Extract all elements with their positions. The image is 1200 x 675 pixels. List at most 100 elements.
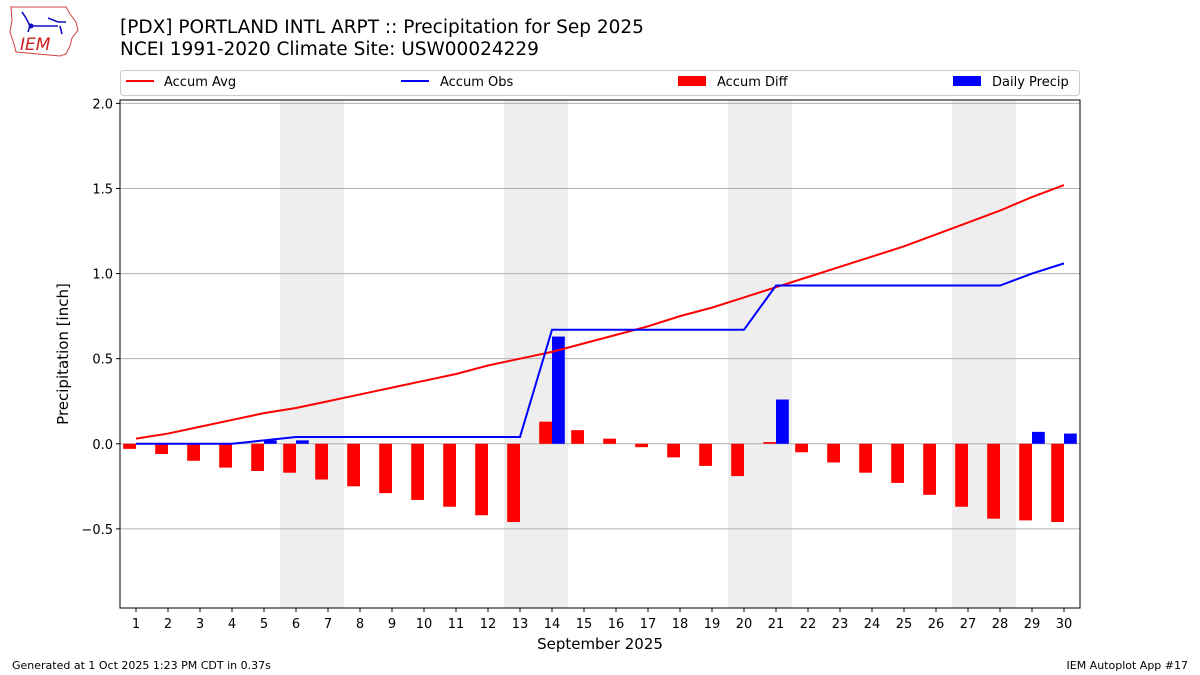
daily-precip-bar xyxy=(1032,431,1045,444)
y-tick-label: 1.5 xyxy=(92,182,113,197)
bars xyxy=(123,336,1077,523)
x-tick-label: 5 xyxy=(260,617,268,632)
legend-label-daily-precip: Daily Precip xyxy=(992,75,1069,90)
x-tick-label: 30 xyxy=(1056,617,1073,632)
y-gridlines xyxy=(120,102,1080,530)
y-tick-label: 1.0 xyxy=(92,268,113,283)
x-tick-label: 2 xyxy=(164,617,172,632)
legend-frame xyxy=(120,70,1080,96)
x-tick-label: 1 xyxy=(132,617,140,632)
y-axis-label: Precipitation [inch] xyxy=(54,283,72,425)
y-tick-label: 0.5 xyxy=(92,353,113,368)
accum-diff-bar xyxy=(603,438,616,444)
accum-diff-bar xyxy=(923,443,936,495)
daily-precip-bar xyxy=(264,440,277,444)
accum-diff-bar xyxy=(315,443,328,480)
x-tick-label: 20 xyxy=(736,617,753,632)
x-tick-label: 26 xyxy=(928,617,945,632)
y-tick-label: 0.0 xyxy=(92,438,113,453)
footer-generated: Generated at 1 Oct 2025 1:23 PM CDT in 0… xyxy=(12,659,271,672)
accum-diff-bar xyxy=(731,443,744,477)
accum-diff-bar xyxy=(955,443,968,507)
x-tick-label: 23 xyxy=(832,617,849,632)
x-tick-label: 11 xyxy=(448,617,465,632)
accum-diff-bar xyxy=(123,443,136,449)
accum-diff-bar xyxy=(891,443,904,483)
x-tick-label: 25 xyxy=(896,617,913,632)
accum-diff-bar xyxy=(987,443,1000,519)
x-tick-label: 15 xyxy=(576,617,593,632)
accum-diff-bar xyxy=(763,442,776,444)
y-tick-label: −0.5 xyxy=(81,523,113,538)
accum-diff-bar xyxy=(1051,443,1064,523)
accum-diff-bar xyxy=(411,443,424,500)
weekend-shade xyxy=(728,100,792,608)
chart-title: [PDX] PORTLAND INTL ARPT :: Precipitatio… xyxy=(120,17,644,38)
x-tick-label: 9 xyxy=(388,617,396,632)
daily-precip-bar xyxy=(1064,433,1077,444)
accum-diff-bar xyxy=(539,421,552,444)
accum-diff-bar xyxy=(507,443,520,523)
daily-precip-bar xyxy=(552,336,565,444)
accum-diff-bar xyxy=(251,443,264,472)
legend-swatch-accum-diff xyxy=(678,76,706,86)
x-tick-label: 22 xyxy=(800,617,817,632)
x-ticks: 1 2 3 4 5 6 7 8 9 10 11 12 13 14 15 16 17 18 19 20 21 22 23 24 2… xyxy=(132,608,1072,632)
legend-label-accum-obs: Accum Obs xyxy=(440,75,513,90)
weekend-shade xyxy=(280,100,344,608)
x-tick-label: 18 xyxy=(672,617,689,632)
x-tick-label: 19 xyxy=(704,617,721,632)
daily-precip-bar xyxy=(776,399,789,444)
x-tick-label: 16 xyxy=(608,617,625,632)
accum-diff-bar xyxy=(827,443,840,463)
legend: Accum Avg Accum Obs Accum Diff Daily Pre… xyxy=(120,70,1080,96)
svg-text:IEM: IEM xyxy=(20,35,51,55)
accum-diff-bar xyxy=(1019,443,1032,521)
accum-diff-bar xyxy=(443,443,456,507)
lines xyxy=(135,184,1065,445)
accum-diff-bar xyxy=(379,443,392,494)
chart-subtitle: NCEI 1991-2020 Climate Site: USW00024229 xyxy=(120,39,539,60)
accum-diff-bar xyxy=(283,443,296,473)
x-tick-label: 8 xyxy=(356,617,364,632)
accum-diff-bar xyxy=(699,443,712,466)
y-ticks: −0.5 0.0 0.5 1.0 1.5 2.0 xyxy=(81,97,120,538)
weekend-shade xyxy=(952,100,1016,608)
accum-diff-bar xyxy=(667,443,680,458)
x-tick-label: 14 xyxy=(544,617,561,632)
daily-precip-bar xyxy=(296,440,309,444)
accum-avg-line xyxy=(135,184,1065,440)
x-tick-label: 29 xyxy=(1024,617,1041,632)
x-tick-label: 4 xyxy=(228,617,236,632)
x-tick-label: 7 xyxy=(324,617,332,632)
x-tick-label: 21 xyxy=(768,617,785,632)
y-tick-label: 2.0 xyxy=(92,97,113,112)
accum-diff-bar xyxy=(219,443,232,468)
accum-diff-bar xyxy=(571,430,584,444)
x-tick-label: 6 xyxy=(292,617,300,632)
x-axis-label: September 2025 xyxy=(537,635,663,653)
x-tick-label: 17 xyxy=(640,617,657,632)
x-tick-label: 27 xyxy=(960,617,977,632)
x-tick-label: 28 xyxy=(992,617,1009,632)
accum-diff-bar xyxy=(155,443,168,454)
accum-diff-bar xyxy=(635,443,648,448)
x-tick-label: 10 xyxy=(416,617,433,632)
accum-diff-bar xyxy=(859,443,872,473)
accum-diff-bar xyxy=(187,443,200,461)
x-tick-label: 24 xyxy=(864,617,881,632)
x-tick-label: 13 xyxy=(512,617,529,632)
legend-label-accum-avg: Accum Avg xyxy=(164,75,236,90)
iem-logo: IEM xyxy=(9,6,79,57)
x-tick-label: 3 xyxy=(196,617,204,632)
accum-diff-bar xyxy=(475,443,488,516)
accum-diff-bar xyxy=(347,443,360,487)
plot-frame xyxy=(119,99,1081,609)
accum-diff-bar xyxy=(795,443,808,453)
weekend-shading xyxy=(280,100,1016,608)
legend-label-accum-diff: Accum Diff xyxy=(717,75,789,90)
footer-app: IEM Autoplot App #17 xyxy=(1066,659,1189,672)
legend-swatch-daily-precip xyxy=(953,76,981,86)
accum-obs-line xyxy=(136,262,1065,445)
